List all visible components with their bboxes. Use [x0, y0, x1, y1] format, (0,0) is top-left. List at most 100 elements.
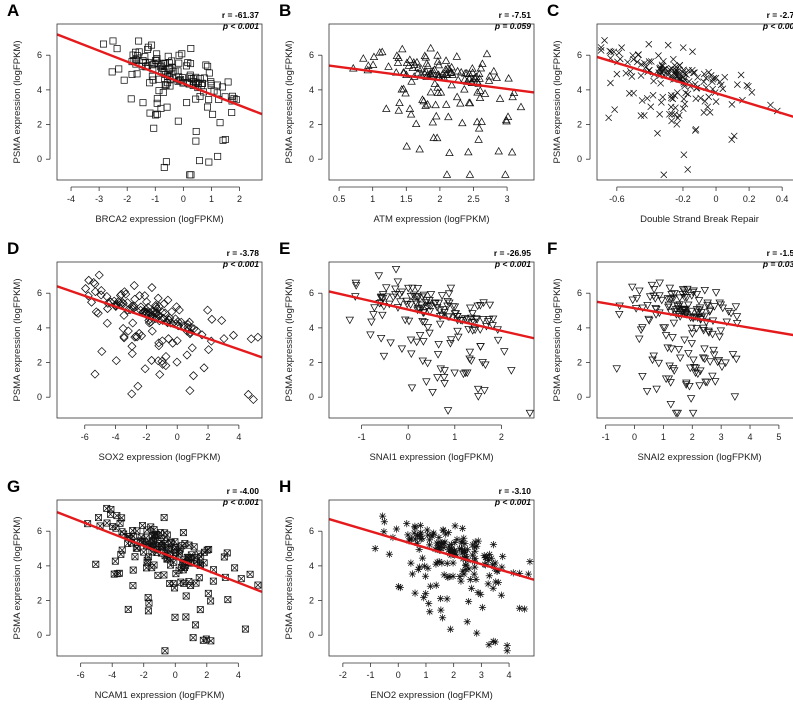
data-point: [438, 559, 446, 567]
data-point: [149, 61, 157, 69]
point-cross: [92, 560, 100, 568]
point-box: [138, 522, 146, 530]
data-point: [405, 55, 415, 63]
data-point: [674, 89, 681, 96]
data-point: [748, 89, 756, 96]
point-box: [179, 566, 187, 574]
panel-d: D -6 -4 -2 0 2 4 0 2 4 6 SOX2 expression (logFPKM)…: [7, 239, 263, 463]
data-point: [645, 40, 653, 48]
data-point: [468, 310, 477, 318]
data-point: [476, 63, 486, 72]
point-box: [109, 523, 117, 531]
data-point: [489, 541, 498, 549]
data-point: [192, 95, 200, 103]
y-tick-label: 0: [577, 392, 582, 402]
data-point: [629, 52, 637, 59]
data-point: [666, 401, 676, 409]
data-point: [474, 588, 482, 597]
data-point: [154, 311, 164, 321]
data-point: [669, 95, 677, 103]
data-point: [459, 567, 467, 575]
data-point: [637, 112, 645, 120]
data-point: [141, 53, 149, 61]
point-box: [145, 599, 153, 607]
data-point: [606, 47, 614, 55]
data-point: [435, 538, 443, 547]
data-point: [162, 317, 172, 327]
data-point: [657, 79, 665, 87]
data-point: [728, 101, 736, 108]
data-point: [113, 297, 123, 307]
data-point: [668, 365, 678, 373]
panel-a: A -4 -3 -2 -1 0 1 2 0 2 4 6 BRCA2 expression (logFP…: [7, 1, 263, 225]
data-point: [702, 318, 711, 327]
x-tick-label: -0.6: [609, 194, 625, 204]
data-point: [499, 552, 507, 561]
data-point: [498, 563, 506, 571]
point-box: [224, 596, 232, 604]
point-box: [202, 635, 210, 643]
data-point: [381, 284, 391, 292]
data-point: [445, 573, 453, 581]
data-point: [128, 70, 136, 78]
panel-letter: F: [547, 239, 557, 258]
data-point: [166, 580, 174, 587]
data-point: [467, 357, 476, 365]
data-point: [682, 379, 691, 388]
data-point: [471, 563, 479, 571]
data-point: [367, 318, 376, 327]
data-point: [127, 349, 137, 359]
data-point: [477, 590, 485, 599]
point-cross: [109, 523, 117, 530]
data-point: [714, 357, 724, 365]
data-point: [428, 69, 438, 78]
data-point: [416, 64, 426, 73]
data-point: [433, 374, 442, 382]
point-box: [129, 527, 137, 534]
point-cross: [207, 637, 215, 645]
data-point: [434, 341, 443, 349]
point-cross: [185, 541, 193, 549]
data-point: [155, 87, 163, 95]
y-tick-label: 0: [37, 392, 42, 402]
point-box: [179, 529, 187, 537]
data-point: [418, 357, 428, 366]
data-point: [655, 279, 664, 288]
data-point: [131, 331, 141, 341]
data-point: [167, 307, 177, 317]
data-point: [135, 37, 143, 45]
x-tick-label: 4: [507, 670, 512, 680]
data-point: [732, 355, 741, 364]
data-point: [219, 334, 229, 344]
data-point: [730, 132, 738, 140]
panel-b: B 0.5 1 1.5 2 2.5 3 0 2 4 6 ATM expression (logFPK…: [279, 1, 535, 225]
p-value: p < 0.001: [222, 259, 259, 269]
data-point: [144, 318, 154, 328]
data-point: [192, 621, 199, 629]
point-cross: [254, 581, 262, 589]
point-cross: [169, 580, 177, 587]
data-point: [482, 49, 492, 58]
data-point: [438, 614, 447, 622]
data-point: [202, 635, 210, 643]
plot-frame: [56, 261, 263, 419]
panel-g: G -6 -4 -2 0 2 4 0 2 4 6 NCAM1 expression (logFPKM…: [7, 477, 263, 701]
data-point: [416, 521, 424, 530]
data-point: [185, 578, 193, 585]
data-point: [161, 647, 169, 655]
data-point: [447, 540, 455, 548]
plot-frame: [328, 261, 535, 419]
data-point: [453, 327, 462, 336]
data-point: [689, 287, 698, 296]
data-point: [687, 324, 696, 333]
y-axis-title: PSMA expression (logFPKM): [552, 278, 563, 401]
data-point: [408, 284, 417, 293]
x-tick-label: 3: [719, 432, 724, 442]
data-point: [219, 136, 227, 144]
data-point: [150, 313, 160, 324]
data-point: [684, 90, 692, 98]
data-point: [432, 111, 441, 120]
data-point: [404, 531, 412, 539]
point-box: [209, 577, 217, 585]
regression-line: [56, 33, 263, 116]
